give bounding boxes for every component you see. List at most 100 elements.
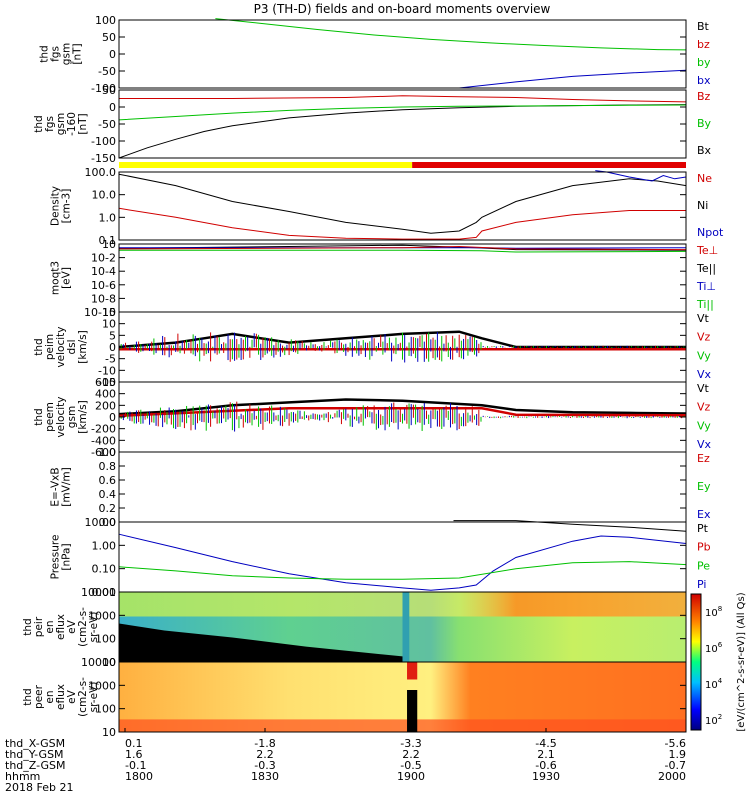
legend-entry: Pi (697, 578, 706, 591)
y-tick-label: 10000 (81, 586, 116, 599)
y-axis-label-line: sr-eV) (88, 682, 100, 713)
panel-frame (119, 452, 686, 522)
y-tick-label: -100 (91, 135, 116, 148)
legend-entry: Pe (697, 559, 710, 572)
legend-entry: by (697, 56, 711, 69)
colorbar-tick-label: 104 (705, 677, 723, 691)
y-axis-label-line: [nPa] (61, 543, 73, 570)
y-tick-label: 10.0 (92, 189, 117, 202)
series-line-Bz (119, 96, 686, 102)
series-line-by (215, 19, 686, 50)
y-tick-label: 10.00 (85, 516, 117, 529)
legend-entry: Ey (697, 480, 711, 493)
y-axis-label: thd fgs gsm -160 [nT] (33, 112, 89, 136)
panel-frame (119, 522, 686, 592)
spectrogram-gap-top (407, 662, 417, 680)
x-tick-label: 2000 (658, 770, 686, 783)
y-tick-label: 50 (102, 84, 116, 97)
panel-3: 100.010.01.00.1Density [cm-3]NeNiNpot (50, 166, 724, 247)
legend-entry: Te|| (696, 262, 716, 275)
y-tick-label: 10 (102, 238, 116, 251)
x-tick-label: 1930 (532, 770, 560, 783)
y-tick-label: 0.10 (92, 563, 117, 576)
legend-entry: Bx (697, 144, 712, 157)
legend-entry: Bt (697, 20, 710, 33)
y-axis-label: thd peem velocity gsm [km/s] (33, 396, 89, 437)
y-axis-label-line: [eV] (61, 267, 73, 289)
y-axis-label: thd peim velocity dsl [km/s] (33, 326, 89, 367)
legend-entry: Ne (697, 172, 712, 185)
y-axis-label: moqt3 [eV] (50, 261, 73, 295)
legend-entry: Ex (697, 508, 711, 521)
legend-entry: bx (697, 74, 711, 87)
legend-entry: Ni (697, 199, 708, 212)
y-tick-label: 10000 (81, 656, 116, 669)
legend-entry: Vt (697, 312, 710, 325)
spectrogram-gap (403, 592, 410, 662)
y-tick-label: 1.00 (92, 539, 117, 552)
legend-entry: Vy (697, 349, 711, 362)
y-tick-label: -50 (98, 118, 116, 131)
series-line-bx (459, 70, 686, 88)
spectrogram-low-energy (119, 719, 686, 732)
y-axis-label: E=-VxB [mV/m] (50, 467, 73, 506)
legend-entry: bz (697, 38, 710, 51)
x-tick-label: 1800 (125, 770, 153, 783)
legend-entry: Vz (697, 331, 711, 344)
y-tick-label: 1.0 (99, 446, 117, 459)
y-axis-label: thd peir en eflux eV (cm2-s-sr-eV) (22, 607, 100, 647)
legend-entry: Pb (697, 541, 711, 554)
legend-entry: Vz (697, 401, 711, 414)
legend-entry: Te⊥ (696, 244, 718, 257)
colorbar-label: [eV/(cm^2-s-sr-eV)] (All Qs) (736, 592, 747, 731)
colorbar-tick-label: 106 (705, 641, 723, 655)
status-bar (119, 162, 686, 168)
panel-frame (119, 244, 686, 312)
y-tick-label: 0.8 (99, 460, 117, 473)
series-line-Ne (119, 208, 686, 239)
y-axis-label-line: [nT] (77, 113, 89, 134)
legend-entry: Vt (697, 382, 710, 395)
y-tick-label: 10-2 (91, 252, 116, 265)
y-tick-label: 10-4 (91, 265, 116, 278)
y-axis-label: Density [cm-3] (50, 186, 73, 226)
panel-8: 10.00 1.00 0.10 0.01 Pressure [nPa] Pt Pb Pe Pi (50, 516, 711, 599)
y-tick-label: 0.6 (99, 474, 117, 487)
y-tick-label: -50 (98, 65, 116, 78)
series-line-Pe (119, 562, 686, 580)
colorbar-tick-label: 108 (705, 605, 722, 619)
y-tick-label: 50 (102, 31, 116, 44)
panel-2: 50 0 -50 -100 -150 thd fgs gsm -160 [nT] Bz By Bx (33, 84, 712, 165)
y-tick-label: 0.4 (99, 488, 117, 501)
status-bar-segment (412, 162, 686, 168)
x-axis-row-label: 2018 Feb 21 (5, 781, 73, 794)
y-tick-label: -150 (91, 152, 116, 165)
y-tick-label: 10-6 (91, 279, 116, 292)
legend-entry: By (697, 117, 712, 130)
y-tick-label: 0 (109, 48, 116, 61)
series-line-Ti|| (119, 250, 686, 252)
y-tick-label: 0 (109, 101, 116, 114)
panel-1: 100 50 0 -50 -100 thd fgs gsm [nT] Bt bz by bx (39, 14, 711, 95)
y-axis-label-line: sr-eV) (88, 612, 100, 643)
panel-10: 10000100010010thd peer en eflux eV (cm2-s-sr-… (22, 656, 686, 739)
spectrogram-gap (407, 690, 417, 732)
legend-entry: Vy (697, 419, 711, 432)
panels: 100500-50-100thd fgs gsm [nT]Btbzbybx500-50… (22, 14, 747, 739)
legend-entry: Ti|| (696, 298, 714, 311)
legend-entry: Pt (697, 522, 709, 535)
panel-4: 1010-210-410-610-810-10 moqt3 [eV] Te⊥ Te|| T… (50, 238, 719, 319)
legend-entry: Ti⊥ (696, 280, 716, 293)
y-tick-label: 100.0 (85, 166, 117, 179)
y-axis-label: thd peer en eflux eV (cm2-s-sr-eV) (22, 677, 100, 717)
x-tick-label: 1830 (251, 770, 279, 783)
legend-entry: Npot (697, 226, 724, 239)
panel-frame (119, 20, 686, 88)
y-axis-label-line: [km/s] (77, 400, 89, 434)
y-axis-label: thd fgs gsm [nT] (39, 43, 84, 65)
colorbar-gradient (691, 594, 701, 730)
panel-6: 6004002000-200-400-600thd peem velocity gsm… (33, 376, 712, 459)
y-axis-label-line: [nT] (72, 43, 84, 64)
y-tick-label: 10 (102, 726, 116, 739)
colorbar-tick-label: 102 (705, 713, 722, 727)
